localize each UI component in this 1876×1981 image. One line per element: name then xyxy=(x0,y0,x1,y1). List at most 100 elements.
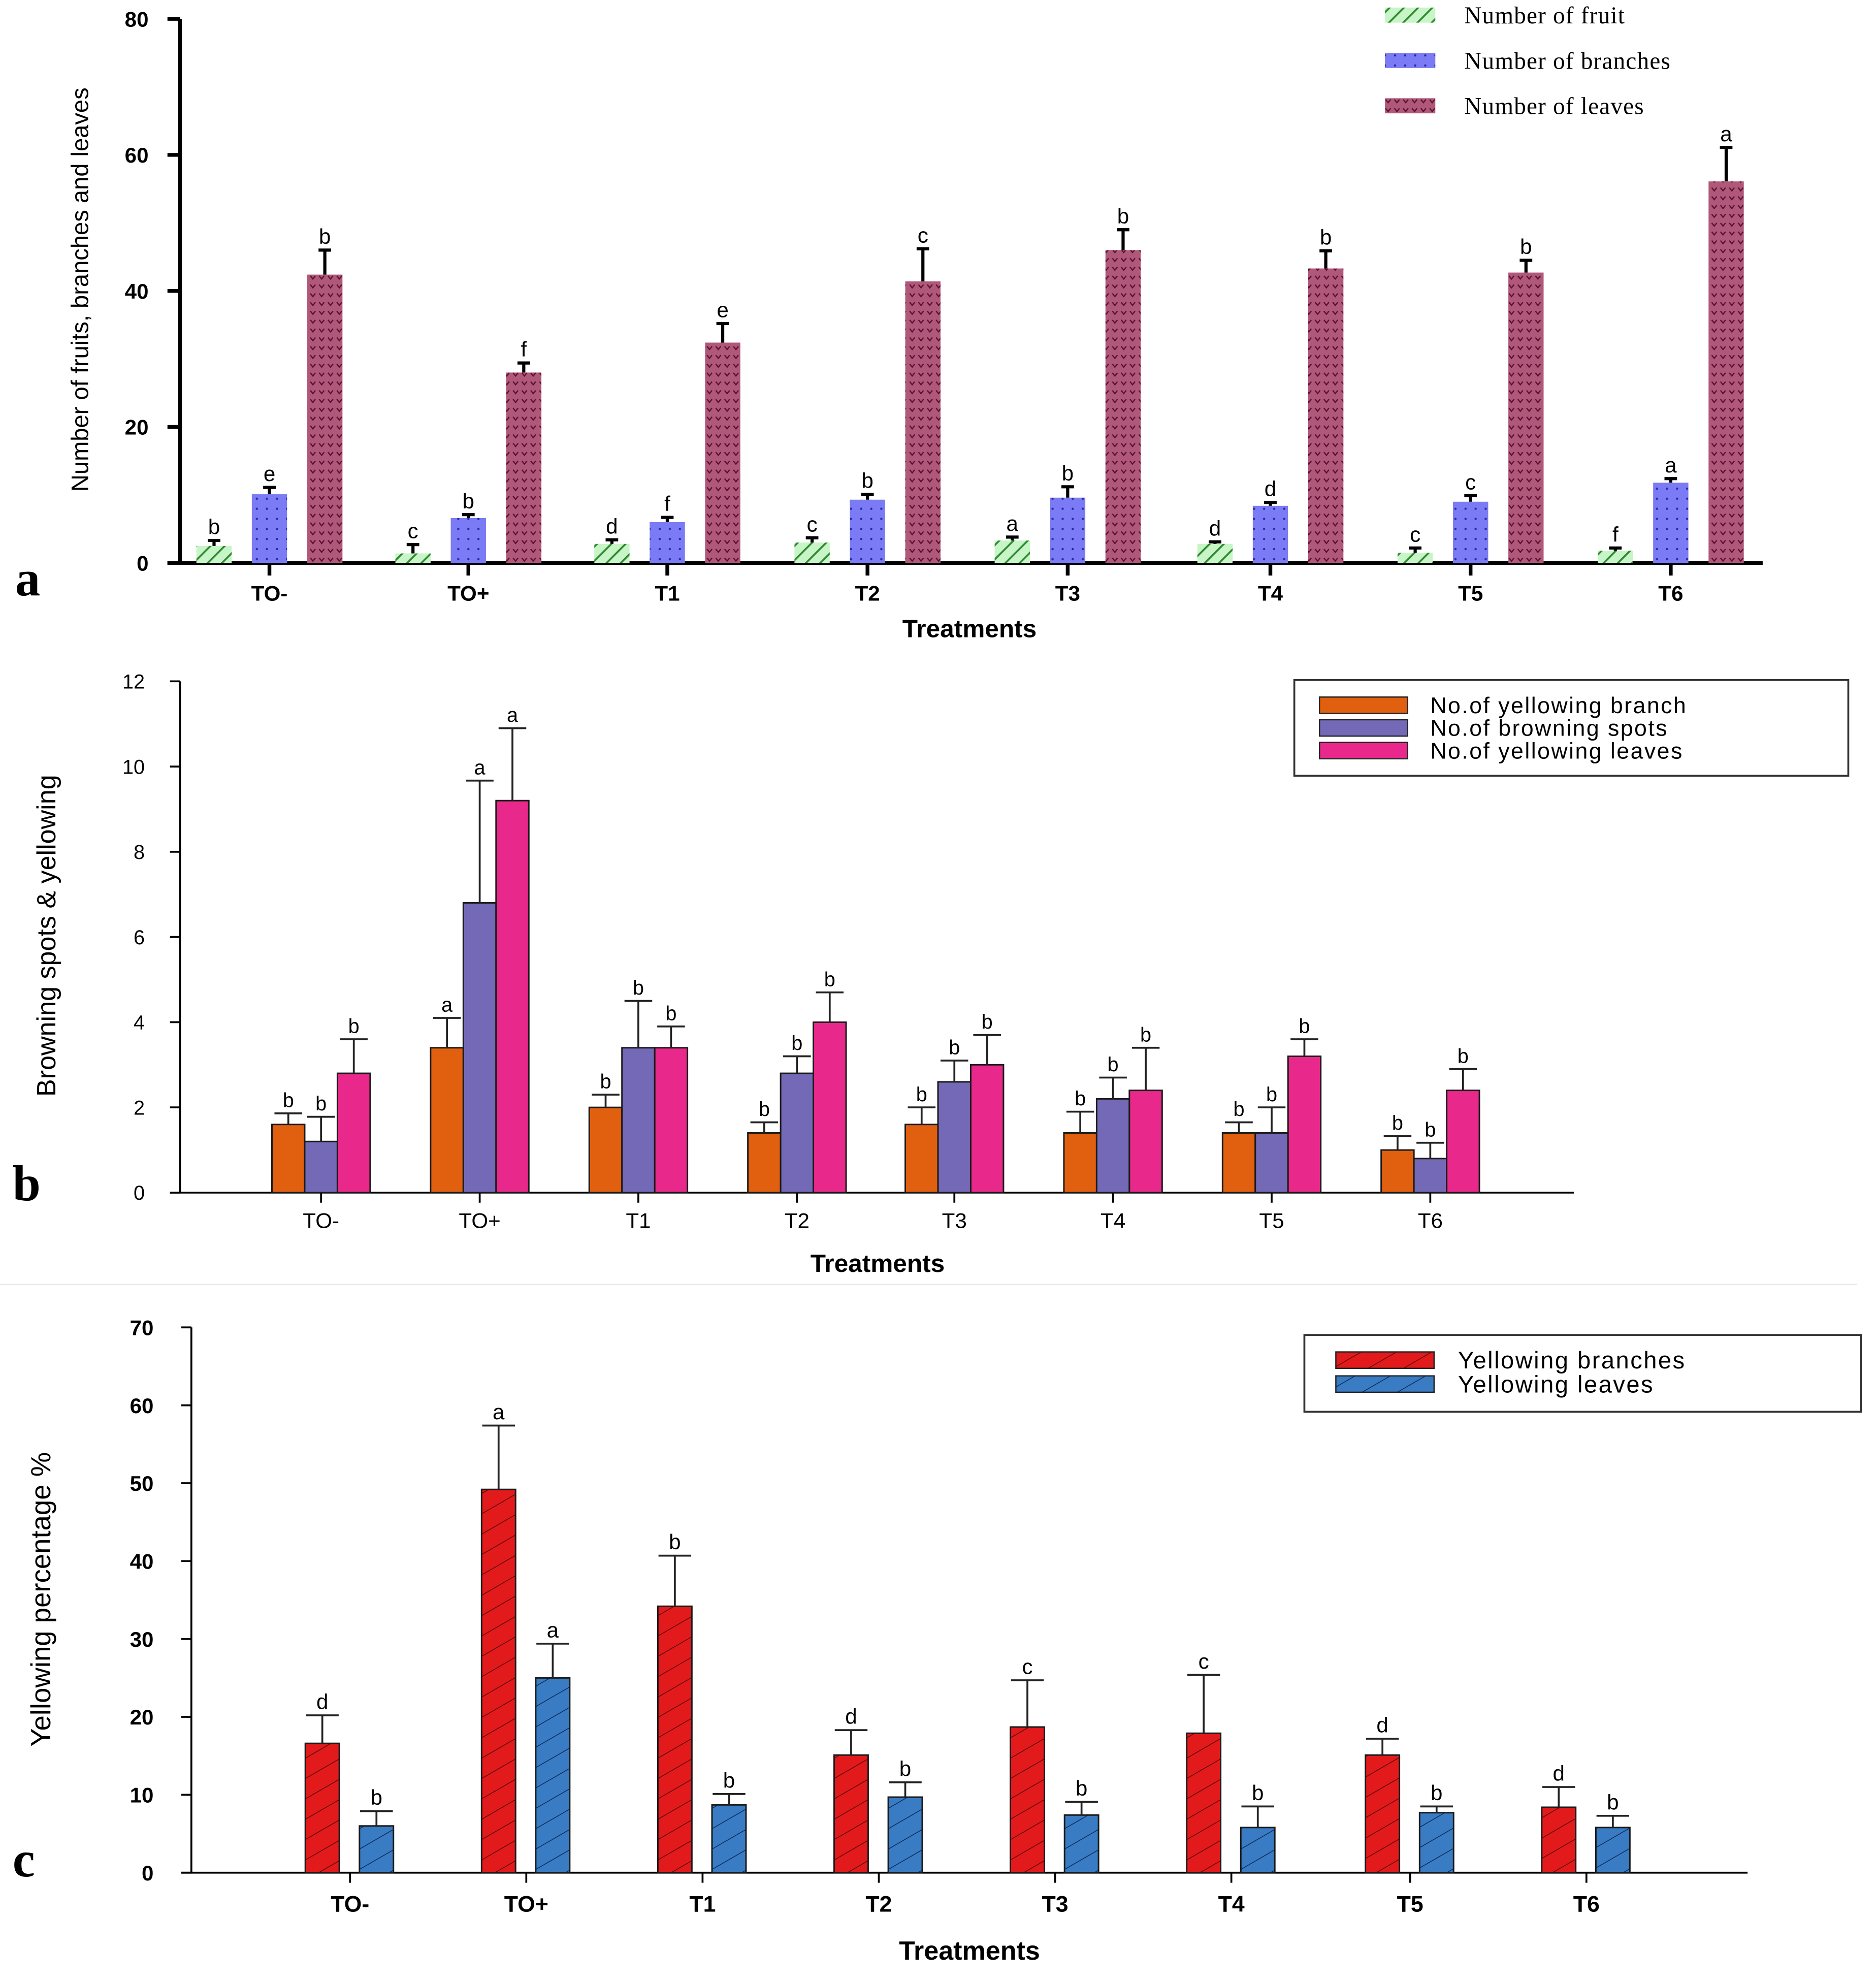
legend-label: Number of branches xyxy=(1464,48,1671,74)
significance-letter: b xyxy=(669,1530,681,1554)
bar-b-s0-T4 xyxy=(1063,1132,1097,1194)
x-tick-label: T6 xyxy=(1418,1208,1443,1232)
x-tick-label: T4 xyxy=(1218,1892,1245,1917)
significance-letter: d xyxy=(1376,1713,1388,1737)
significance-letter: a xyxy=(493,1400,505,1424)
significance-letter: b xyxy=(1520,235,1532,259)
bar-a-s2-TO- xyxy=(307,274,343,563)
x-axis-title-b: Treatments xyxy=(811,1249,945,1277)
bar-b-s1-TO+ xyxy=(462,902,497,1194)
legend-swatch xyxy=(1335,1351,1435,1369)
x-tick-label: T2 xyxy=(865,1892,892,1917)
bar-a-s2-T2 xyxy=(905,281,941,563)
significance-letter: b xyxy=(1075,1088,1086,1110)
bar-a-s1-TO- xyxy=(251,494,287,563)
significance-letter: c xyxy=(408,519,418,543)
significance-letter: b xyxy=(208,515,220,539)
y-tick-label: 70 xyxy=(130,1316,154,1339)
bar-a-s2-T1 xyxy=(705,342,740,563)
bar-a-s2-TO+ xyxy=(506,372,542,563)
significance-letter: b xyxy=(949,1036,960,1059)
bar-a-s1-T4 xyxy=(1252,505,1288,563)
significance-letter: a xyxy=(474,756,486,779)
y-tick-label: 2 xyxy=(134,1097,145,1119)
bar-a-s0-T2 xyxy=(794,542,830,563)
legend-label: Number of leaves xyxy=(1464,93,1644,120)
panel-label-b: b xyxy=(13,1156,41,1211)
axes-b: 0 2 4 6 8 10 12 TO- TO+ T1 T2 T3 T4 T5 T6 xyxy=(122,671,1574,1232)
bar-b-s0-T3 xyxy=(904,1124,939,1194)
significance-letter: a xyxy=(547,1618,559,1642)
y-tick-label: 60 xyxy=(125,143,149,167)
significance-letter: c xyxy=(1022,1655,1032,1679)
significance-letter: a xyxy=(441,994,453,1016)
y-tick-label: 10 xyxy=(122,756,145,778)
x-axis-title-a: Treatments xyxy=(902,615,1037,643)
significance-letter: b xyxy=(861,469,873,493)
y-tick-label: 8 xyxy=(134,841,145,864)
bar-b-s0-T2 xyxy=(747,1132,782,1194)
bar-b-s0-T6 xyxy=(1380,1149,1415,1194)
significance-letter: b xyxy=(1425,1119,1436,1141)
bar-b-s1-T4 xyxy=(1095,1098,1130,1194)
significance-letter: b xyxy=(1266,1083,1277,1106)
bar-b-s2-T1 xyxy=(654,1047,689,1194)
bar-a-s2-T6 xyxy=(1708,181,1744,563)
bar-c-s1-TO- xyxy=(359,1825,395,1874)
bar-b-s2-T4 xyxy=(1128,1090,1163,1194)
x-tick-label: TO+ xyxy=(447,582,489,605)
y-tick-label: 20 xyxy=(125,416,149,439)
y-tick-label: 20 xyxy=(130,1705,154,1729)
significance-letter: a xyxy=(1007,512,1019,535)
bar-b-s2-T3 xyxy=(969,1064,1005,1194)
x-tick-label: T3 xyxy=(1042,1892,1069,1917)
significance-letter: b xyxy=(1062,461,1074,485)
legend-label: No.of browning spots xyxy=(1430,716,1668,741)
x-tick-label: T1 xyxy=(626,1208,651,1232)
significance-letter: b xyxy=(1320,225,1332,249)
bars-a: b c d c a d c f e b f b b d c a b f e c b b b a xyxy=(196,122,1744,563)
x-tick-label: TO- xyxy=(331,1892,369,1917)
x-tick-label: T5 xyxy=(1458,582,1483,605)
significance-letter: b xyxy=(899,1756,911,1780)
y-tick-label: 40 xyxy=(130,1549,154,1573)
bar-a-s0-TO+ xyxy=(395,553,431,563)
bar-a-s2-T5 xyxy=(1508,272,1544,563)
bar-c-s0-T2 xyxy=(833,1754,869,1874)
x-tick-label: T5 xyxy=(1259,1208,1284,1232)
bar-c-s1-T4 xyxy=(1240,1827,1276,1874)
bar-c-s1-T5 xyxy=(1418,1812,1454,1874)
x-tick-label: TO- xyxy=(251,582,288,605)
bar-a-s0-T1 xyxy=(594,544,630,563)
axes-a: 0 20 40 60 80 TO- TO+ T1 T2 T3 T4 T5 T6 xyxy=(125,7,1763,605)
bar-b-s0-T1 xyxy=(588,1106,623,1194)
bar-b-s2-T6 xyxy=(1446,1090,1480,1194)
legend-swatch xyxy=(1318,742,1408,760)
significance-letter: b xyxy=(1607,1790,1619,1814)
x-tick-label: TO+ xyxy=(459,1208,500,1232)
x-tick-label: T5 xyxy=(1397,1892,1424,1917)
bar-b-s1-TO- xyxy=(304,1140,338,1194)
significance-letter: b xyxy=(1431,1781,1442,1805)
y-tick-label: 0 xyxy=(134,1182,145,1204)
legend-swatch xyxy=(1318,696,1408,714)
y-axis-title-c: Yellowing percentage % xyxy=(25,1452,56,1747)
bar-a-s0-T6 xyxy=(1598,551,1633,563)
bar-a-s0-T4 xyxy=(1197,544,1233,563)
significance-letter: b xyxy=(348,1015,360,1038)
significance-letter: b xyxy=(1458,1045,1469,1067)
bar-a-s2-T3 xyxy=(1105,250,1141,563)
legend-swatch xyxy=(1385,53,1436,68)
significance-letter: d xyxy=(606,514,618,538)
y-tick-label: 10 xyxy=(130,1783,154,1807)
bar-a-s1-T2 xyxy=(850,499,885,563)
bar-c-s0-T3 xyxy=(1010,1726,1045,1874)
x-tick-label: T2 xyxy=(855,582,880,605)
y-tick-label: 80 xyxy=(125,7,149,31)
y-tick-label: 4 xyxy=(134,1012,145,1034)
significance-letter: c xyxy=(1199,1649,1209,1673)
x-tick-label: TO+ xyxy=(504,1892,548,1917)
significance-letter: d xyxy=(845,1705,857,1729)
